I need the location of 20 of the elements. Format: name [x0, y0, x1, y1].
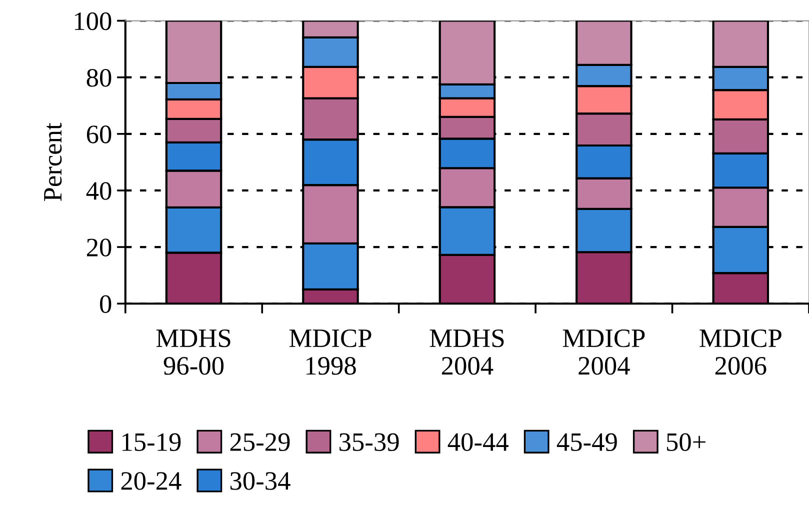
legend-label: 25-29 [230, 433, 290, 452]
x-tick-label: MDICP 2006 [700, 329, 782, 375]
legend-label: 30-34 [230, 472, 290, 490]
y-tick-label: 20 [86, 238, 112, 256]
y-tick-label: 0 [100, 295, 112, 314]
legend-label: 35-39 [340, 433, 399, 452]
y-tick-label: 100 [74, 12, 112, 30]
legend-label: 50+ [666, 433, 706, 452]
x-tick-label: MDICP 2004 [562, 329, 645, 375]
y-tick-label: 60 [86, 126, 112, 144]
y-axis-title: Percent [44, 122, 62, 201]
x-tick-label: MDICP 1998 [289, 329, 372, 375]
y-tick-label: 80 [86, 68, 112, 87]
x-tick-label: MDHS 96-00 [156, 329, 230, 375]
legend-label: 40-44 [448, 433, 508, 452]
x-tick-label: MDHS 2004 [430, 329, 504, 375]
y-tick-label: 40 [86, 182, 112, 200]
legend-label: 15-19 [122, 433, 181, 452]
legend-label: 20-24 [121, 472, 182, 490]
legend-label: 45-49 [556, 433, 617, 452]
